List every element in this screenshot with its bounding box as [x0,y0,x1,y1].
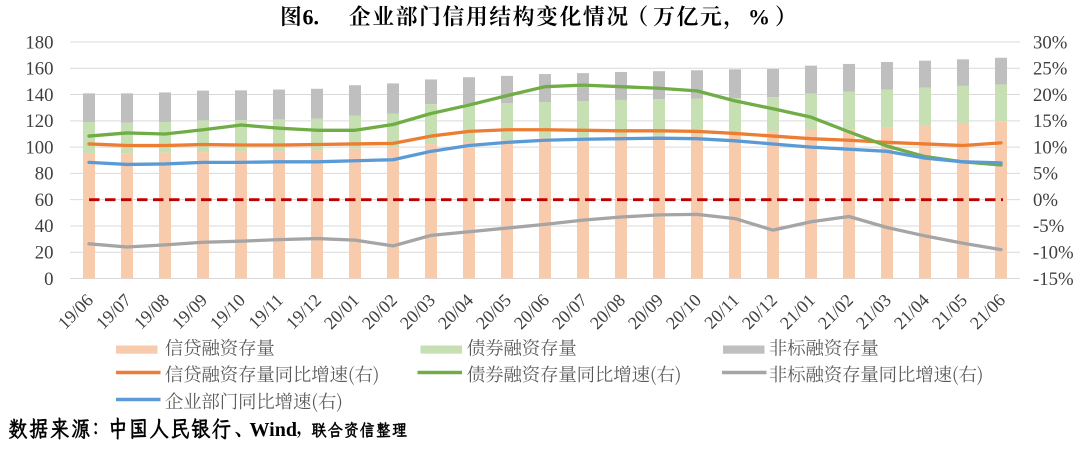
svg-text:Wind: Wind [250,419,297,441]
svg-text:10%: 10% [1033,137,1067,158]
svg-text:0%: 0% [1033,190,1058,211]
svg-text:180: 180 [25,32,53,53]
svg-text:0: 0 [44,269,53,290]
svg-text:30%: 30% [1033,32,1067,53]
svg-text:80: 80 [35,164,54,185]
svg-text:6.: 6. [303,4,320,29]
svg-text:25%: 25% [1033,59,1067,80]
svg-text:60: 60 [35,190,54,211]
svg-text:15%: 15% [1033,111,1067,132]
svg-text:100: 100 [25,137,53,158]
svg-text:120: 120 [25,111,53,132]
svg-text:-15%: -15% [1033,269,1074,290]
svg-text:5%: 5% [1033,164,1058,185]
svg-text:20: 20 [35,243,54,264]
svg-text:20%: 20% [1033,85,1067,106]
svg-text:%: % [748,4,770,29]
svg-text:-10%: -10% [1033,243,1074,264]
svg-text:40: 40 [35,216,54,237]
svg-text:-5%: -5% [1033,216,1064,237]
svg-text:140: 140 [25,85,53,106]
svg-text:160: 160 [25,59,53,80]
